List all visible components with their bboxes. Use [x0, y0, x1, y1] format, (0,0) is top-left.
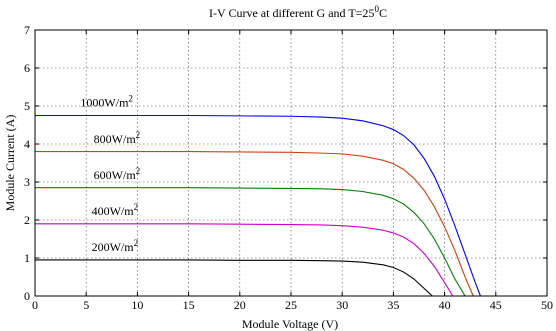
y-tick-label: 4	[24, 137, 30, 151]
series-label-sup: 2	[134, 202, 139, 212]
chart-title-sup: 0	[374, 4, 379, 14]
series-label-text: 800W/m	[94, 132, 137, 146]
x-tick-label: 0	[32, 298, 38, 312]
x-tick-label: 20	[234, 298, 246, 312]
x-tick-label: 5	[83, 298, 89, 312]
series-label-4: 200W/m2	[92, 238, 139, 254]
series-line-3	[35, 223, 454, 297]
x-tick-label: 50	[541, 298, 553, 312]
x-tick-label: 15	[183, 298, 195, 312]
series-label-text: 400W/m	[92, 204, 135, 218]
series-line-4	[35, 259, 433, 297]
y-tick-label: 6	[24, 61, 30, 75]
x-axis-label: Module Voltage (V)	[242, 317, 338, 331]
series-line-0	[35, 114, 481, 297]
x-tick-label: 35	[387, 298, 399, 312]
series-label-text: 600W/m	[94, 168, 137, 182]
series-label-text: 1000W/m	[80, 96, 129, 110]
series-label-1: 800W/m2	[94, 130, 141, 146]
series-label-0: 1000W/m2	[80, 94, 132, 110]
y-tick-label: 5	[24, 99, 30, 113]
x-tick-label: 25	[285, 298, 297, 312]
series-layer	[35, 114, 481, 297]
series-line-2	[35, 187, 466, 297]
x-tick-label: 40	[439, 298, 451, 312]
y-tick-label: 0	[24, 289, 30, 303]
grid	[35, 30, 547, 296]
series-label-sup: 2	[136, 166, 141, 176]
series-label-sup: 2	[136, 130, 141, 140]
series-label-sup: 2	[128, 94, 133, 104]
chart-title-tail: C	[379, 6, 387, 20]
y-axis-label: Module Current (A)	[3, 115, 17, 212]
chart-title: I-V Curve at different G and T=250C	[209, 4, 387, 20]
series-line-1	[35, 151, 474, 297]
y-tick-label: 1	[24, 251, 30, 265]
y-tick-label: 3	[24, 175, 30, 189]
y-tick-label: 2	[24, 213, 30, 227]
series-label-2: 600W/m2	[94, 166, 141, 182]
series-label-text: 200W/m	[92, 240, 135, 254]
x-tick-label: 10	[131, 298, 143, 312]
y-tick-label: 7	[24, 23, 30, 37]
series-label-sup: 2	[134, 238, 139, 248]
x-tick-label: 45	[490, 298, 502, 312]
chart-title-main: I-V Curve at different G and T=25	[209, 6, 374, 20]
series-label-3: 400W/m2	[92, 202, 139, 218]
x-tick-label: 30	[336, 298, 348, 312]
